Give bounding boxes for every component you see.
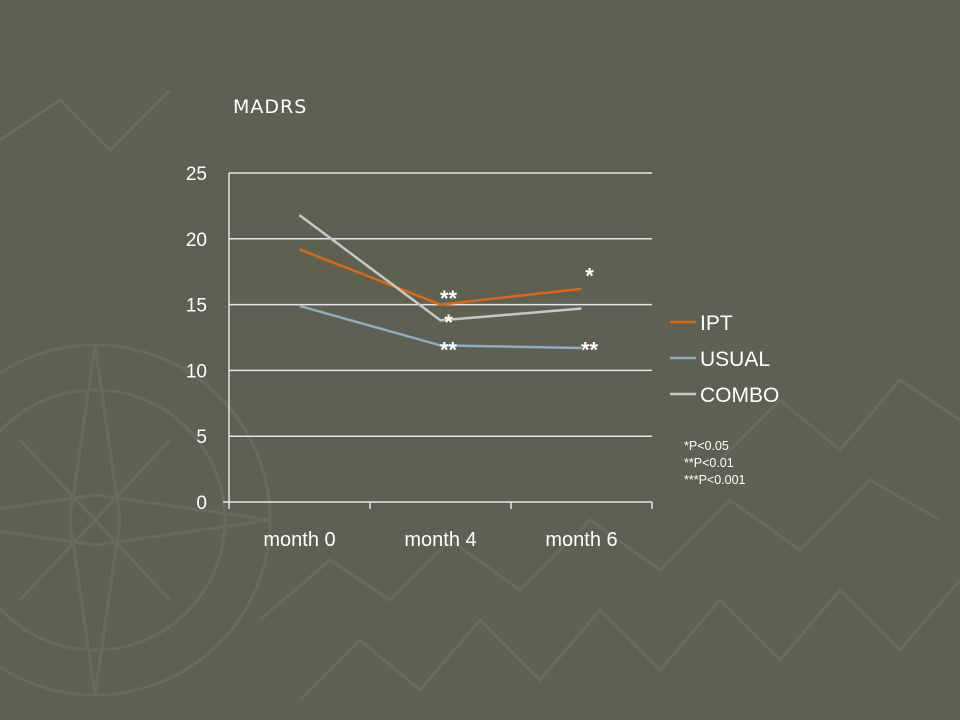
y-tick-label: 25	[186, 164, 207, 185]
significance-marker: **	[440, 286, 458, 311]
y-tick-label: 0	[196, 493, 207, 514]
significance-markers: ********	[440, 264, 599, 363]
legend-label-ipt: IPT	[700, 312, 733, 335]
y-tick-label: 15	[186, 296, 207, 317]
legend-label-combo: COMBO	[700, 384, 779, 407]
significance-marker: **	[440, 337, 458, 362]
note-p001: **P<0.01	[684, 456, 734, 470]
gridlines	[229, 172, 652, 503]
series-line-ipt	[299, 248, 582, 306]
note-p0001: ***P<0.001	[684, 473, 746, 487]
series-line-combo	[298, 214, 582, 322]
significance-marker: *	[585, 264, 594, 289]
y-tick-label: 10	[186, 361, 207, 382]
x-tick-label: month 0	[263, 529, 335, 551]
chart-title: MADRS	[233, 96, 308, 118]
axes: 0 5 10 15 20 25 month 0 month 4 month 6	[186, 164, 653, 551]
y-tick-label: 20	[186, 230, 207, 251]
series-line-usual	[299, 304, 582, 350]
legend-label-usual: USUAL	[700, 348, 770, 371]
series-lines	[298, 214, 582, 350]
y-tick-label: 5	[196, 427, 207, 448]
x-tick-label: month 4	[404, 529, 476, 551]
legend: IPT USUAL COMBO	[670, 312, 779, 407]
x-tick-label: month 6	[545, 529, 617, 551]
significance-marker: **	[581, 337, 599, 362]
note-p005: *P<0.05	[684, 439, 729, 453]
significance-marker: *	[444, 310, 453, 335]
